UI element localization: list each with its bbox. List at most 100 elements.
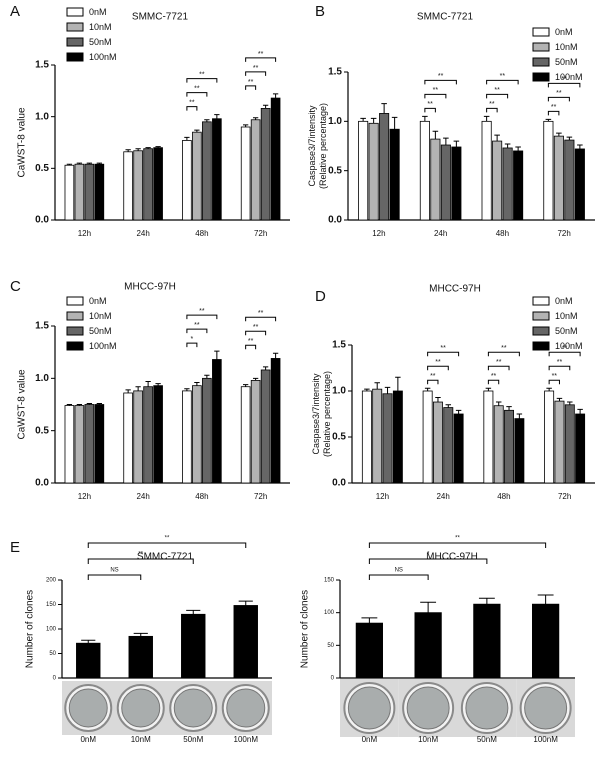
bar [123, 392, 133, 484]
dish-well [406, 686, 450, 730]
error-bar [125, 149, 131, 152]
bar [564, 139, 575, 221]
significance-bracket [368, 574, 429, 580]
bar [414, 612, 442, 679]
bar [260, 108, 271, 221]
bar [202, 121, 212, 221]
legend-swatch [532, 311, 550, 321]
bar [355, 622, 383, 679]
legend-label: 100nM [89, 341, 117, 351]
error-bar [145, 147, 151, 149]
significance-bracket [547, 96, 570, 102]
error-bar [577, 408, 583, 414]
error-bar [76, 404, 83, 406]
bar [382, 393, 393, 484]
bar [443, 407, 454, 484]
y-axis-label: Number of clones [25, 590, 36, 668]
significance-bracket [548, 365, 571, 371]
dish-well [465, 686, 509, 730]
significance-label: ** [258, 51, 264, 58]
error-bar [184, 136, 190, 141]
x-tick-label: 24h [434, 229, 447, 238]
error-bar [96, 162, 102, 165]
legend-swatch [66, 7, 84, 17]
significance-label: ** [253, 65, 259, 72]
legend-swatch [532, 42, 550, 52]
legend-label: 0nM [555, 296, 573, 306]
legend-swatch [66, 37, 84, 47]
significance-bracket [186, 106, 198, 111]
error-bar [384, 386, 391, 394]
significance-label: ** [491, 373, 497, 380]
error-bar [516, 413, 523, 419]
bar [192, 385, 202, 484]
significance-label: NS [110, 568, 118, 574]
significance-bracket [487, 379, 500, 385]
error-bar [125, 389, 131, 393]
significance-label: ** [438, 73, 444, 80]
x-tick-label: 72h [557, 229, 570, 238]
error-bar [360, 117, 366, 122]
significance-bracket [186, 342, 198, 348]
legend-swatch [66, 311, 84, 321]
bar [270, 97, 281, 221]
legend-swatch [532, 72, 550, 82]
significance-label: ** [500, 73, 506, 80]
bar [233, 605, 258, 679]
x-tick-label: 12h [78, 229, 91, 238]
significance-bracket [486, 93, 509, 99]
error-bar [155, 146, 161, 148]
error-bar [546, 387, 552, 391]
significance-label: ** [189, 99, 195, 106]
bar [514, 418, 525, 484]
bar [143, 386, 153, 484]
bar [182, 390, 192, 484]
significance-label: ** [551, 104, 557, 111]
bar [212, 118, 222, 221]
significance-label: ** [435, 359, 441, 366]
error-bar [243, 124, 249, 127]
error-bar [455, 409, 462, 414]
bar [260, 369, 271, 484]
error-bar [262, 366, 269, 370]
y-tick-label: 1.5 [328, 67, 342, 78]
legend-swatch [66, 22, 84, 32]
y-tick-label: 100 [324, 610, 335, 616]
significance-bracket [186, 78, 218, 83]
y-tick-label: 0 [53, 676, 57, 682]
significance-bracket [424, 79, 457, 85]
error-bar [262, 104, 269, 109]
bar [182, 140, 192, 221]
y-tick-label: 1.0 [332, 386, 346, 397]
bar [453, 413, 464, 484]
significance-bracket [245, 344, 257, 350]
y-tick-label: 0.5 [35, 163, 49, 174]
error-bar [453, 140, 460, 147]
y-tick-label: 50 [49, 651, 56, 657]
dish-well [68, 688, 108, 728]
legend-swatch [66, 326, 84, 336]
legend-label: 10nM [555, 42, 578, 52]
error-bar [214, 114, 220, 119]
error-bar [186, 609, 201, 615]
error-bar [506, 406, 512, 411]
error-bar [86, 402, 93, 405]
y-tick-label: 1.0 [35, 111, 49, 122]
error-bar [374, 382, 380, 390]
bar [553, 135, 564, 221]
error-bar [155, 383, 161, 386]
x-tick-label: 50nM [183, 735, 203, 744]
y-tick-label: 0.0 [328, 215, 342, 226]
legend-label: 0nM [555, 27, 573, 37]
y-tick-label: 0.5 [328, 165, 342, 176]
error-bar [422, 115, 428, 122]
x-tick-label: 100nM [533, 735, 558, 744]
x-tick-label: 24h [136, 492, 149, 501]
bar [133, 150, 143, 221]
error-bar [86, 162, 93, 165]
error-bar [577, 144, 583, 149]
significance-bracket [487, 351, 520, 357]
chart-title: SMMC-7721 [137, 552, 194, 563]
y-axis-label: CaWST-8 value [17, 369, 28, 439]
